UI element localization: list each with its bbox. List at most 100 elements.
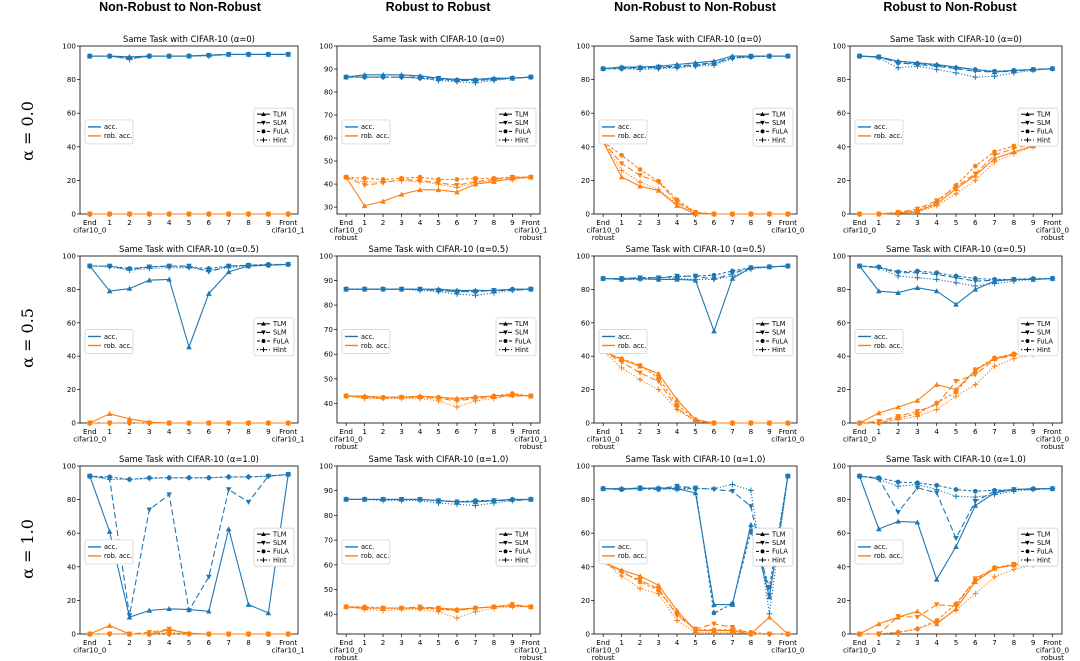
x-tick-label: 8	[749, 427, 754, 436]
chart-title: Same Task with CIFAR-10 (α=1.0)	[369, 454, 509, 464]
data-point	[766, 593, 773, 599]
x-tick-label: 7	[992, 218, 997, 227]
data-point	[972, 381, 979, 388]
x-tick-label: 8	[246, 638, 251, 647]
y-tick-label: 50	[324, 585, 334, 594]
x-tick-label: 1	[619, 218, 624, 227]
legend-metric: acc.rob. acc.	[598, 119, 648, 145]
legend-label: TLM	[771, 530, 786, 538]
data-point	[618, 573, 625, 579]
data-point	[1025, 339, 1030, 343]
x-tick-label: 7	[473, 427, 478, 436]
x-tick-label: 1	[877, 427, 882, 436]
legend-label: rob. acc.	[618, 342, 646, 350]
data-point	[472, 80, 479, 86]
legend-label: acc.	[618, 333, 631, 341]
data-point	[265, 262, 272, 268]
x-tick-label: 2	[638, 427, 643, 436]
x-tick-label: 9	[510, 638, 515, 647]
data-point	[1030, 276, 1036, 283]
x-tick-label-line: cifar10_0	[330, 226, 364, 235]
x-tick-label: 5	[954, 638, 959, 647]
x-tick-label-line: 8	[246, 427, 251, 436]
legend-box	[598, 119, 648, 145]
x-tick-label: 3	[656, 638, 661, 647]
legend-box	[752, 107, 794, 147]
legend-label: FuLA	[515, 128, 531, 136]
data-point	[655, 276, 662, 283]
data-point	[261, 540, 266, 546]
data-point	[953, 487, 959, 492]
y-tick-label: 60	[324, 134, 334, 143]
data-point	[748, 266, 754, 273]
data-point	[618, 485, 625, 492]
data-point	[972, 163, 978, 169]
data-point	[473, 289, 478, 294]
data-point	[992, 487, 997, 493]
data-point	[361, 182, 368, 189]
data-point	[953, 273, 959, 279]
column-titles: Non-Robust to Non-Robust Robust to Robus…	[99, 0, 1017, 14]
x-tick-label-line: 1	[619, 638, 624, 647]
data-point	[637, 276, 643, 283]
x-tick-label-line: 9	[266, 638, 271, 647]
legend-label: Hint	[273, 346, 287, 354]
y-tick-label: 30	[324, 203, 334, 212]
data-point	[895, 65, 901, 71]
x-tick-label-line: robust	[519, 233, 542, 242]
data-point	[953, 191, 959, 197]
data-point	[934, 62, 940, 68]
data-point	[785, 211, 791, 217]
data-point	[1025, 330, 1030, 335]
data-point	[398, 286, 405, 292]
data-point	[933, 381, 940, 387]
chart-title: Same Task with CIFAR-10 (α=0.5)	[369, 244, 509, 254]
x-tick-label-line: 4	[934, 427, 939, 436]
legend-box	[1017, 317, 1059, 357]
y-tick-label: 60	[581, 529, 591, 538]
x-tick-label-line: Front	[522, 638, 540, 647]
x-tick-label-line: 9	[510, 638, 515, 647]
data-point	[106, 211, 113, 217]
data-point	[166, 276, 172, 282]
x-tick-label-line: 8	[492, 427, 497, 436]
data-point	[503, 120, 508, 126]
data-point	[1025, 321, 1030, 326]
x-tick-label-line: cifar10_0	[587, 435, 621, 444]
y-tick-label: 0	[71, 630, 76, 639]
x-tick-label-line: 7	[226, 427, 231, 436]
x-tick-label: 3	[656, 218, 661, 227]
row-labels: α = 0.0 α = 0.5 α = 1.0	[18, 101, 37, 579]
data-point	[991, 363, 998, 370]
x-tick-label: Front cifar10_1	[272, 427, 305, 444]
x-tick-label-line: 9	[1031, 427, 1036, 436]
legend-box	[752, 317, 794, 357]
data-point	[509, 391, 516, 398]
x-tick-label-line: 4	[167, 638, 172, 647]
y-tick-label: 100	[319, 252, 333, 261]
x-tick-label: 9	[1031, 638, 1036, 647]
legend-metric: acc.rob. acc.	[341, 539, 391, 565]
data-point	[785, 420, 791, 426]
data-point	[637, 573, 643, 579]
y-tick-label: 60	[67, 529, 77, 538]
data-point	[637, 376, 643, 383]
data-point	[600, 485, 606, 492]
data-point	[730, 601, 735, 607]
x-tick-label: 7	[473, 218, 478, 227]
x-tick-label-line: 3	[147, 427, 152, 436]
data-point	[972, 276, 978, 281]
data-point	[166, 626, 172, 632]
x-tick-label: Front cifar10_1 robust	[514, 218, 547, 242]
x-tick-label-line: 7	[226, 218, 231, 227]
data-point	[1025, 129, 1030, 134]
data-point	[472, 398, 479, 404]
data-point	[245, 263, 252, 269]
x-tick-label: 5	[436, 218, 441, 227]
series-line	[602, 350, 788, 424]
data-point	[953, 607, 959, 614]
data-point	[361, 286, 368, 292]
x-tick-label-line: cifar10_1	[272, 226, 305, 235]
x-tick-label-line: End	[83, 638, 97, 647]
